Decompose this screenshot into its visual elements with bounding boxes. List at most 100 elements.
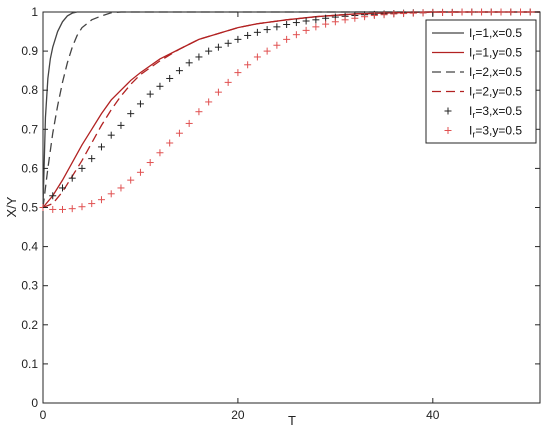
data-point — [156, 149, 164, 157]
legend-label-main: I — [469, 26, 472, 40]
legend-label: Ir=2,y=0.5 — [469, 85, 522, 101]
y-tick-label: 0.7 — [21, 122, 38, 136]
data-point — [224, 78, 232, 86]
data-point — [302, 26, 310, 34]
data-point — [292, 31, 300, 39]
legend-label-sub: r — [472, 91, 475, 101]
legend-label-rest: =2,y=0.5 — [475, 85, 522, 99]
data-point — [439, 8, 447, 16]
data-point — [448, 8, 456, 16]
data-point — [117, 184, 125, 192]
legend-label-main: I — [469, 65, 472, 79]
data-point — [205, 98, 213, 106]
legend-label-sub: r — [472, 52, 475, 62]
data-point — [136, 100, 144, 108]
legend-label: Ir=1,x=0.5 — [469, 26, 522, 42]
legend-label-sub: r — [472, 130, 475, 140]
data-point — [507, 8, 515, 16]
x-tick-label: 20 — [231, 408, 245, 422]
y-tick-label: 0.8 — [21, 83, 38, 97]
legend-item: Ir=1,y=0.5 — [432, 46, 522, 62]
data-point — [361, 13, 369, 21]
data-point — [214, 43, 222, 51]
data-point — [195, 108, 203, 116]
x-axis-title: T — [288, 413, 296, 428]
data-point — [253, 28, 261, 36]
data-point — [244, 31, 252, 39]
data-point — [370, 12, 378, 20]
data-point — [487, 8, 495, 16]
y-tick-label: 1 — [31, 5, 38, 19]
series-layer — [39, 8, 540, 213]
data-point — [166, 74, 174, 82]
data-point — [253, 53, 261, 61]
legend-label-sub: r — [472, 110, 475, 120]
data-point — [49, 205, 57, 213]
y-tick-label: 0.1 — [21, 357, 38, 371]
data-point — [68, 205, 76, 213]
data-point — [273, 41, 281, 49]
legend-marker — [444, 107, 452, 115]
data-point — [156, 82, 164, 90]
legend-item: Ir=3,y=0.5 — [444, 124, 522, 140]
data-point — [185, 119, 193, 127]
x-tick-label: 40 — [426, 408, 440, 422]
data-point — [263, 47, 271, 55]
x-tick-label: 0 — [40, 408, 47, 422]
data-point — [341, 16, 349, 24]
data-point — [526, 8, 534, 16]
legend-item: Ir=2,x=0.5 — [432, 65, 522, 81]
data-point — [88, 155, 96, 163]
y-tick-label: 0.3 — [21, 279, 38, 293]
data-point — [224, 39, 232, 47]
series-6-markers — [39, 8, 534, 213]
data-point — [127, 176, 135, 184]
data-point — [78, 164, 86, 172]
legend-label-rest: =3,x=0.5 — [475, 104, 522, 118]
data-point — [97, 143, 105, 151]
data-point — [312, 23, 320, 31]
data-point — [283, 35, 291, 43]
legend-label-sub: r — [472, 32, 475, 42]
data-point — [302, 17, 310, 25]
legend-item: Ir=2,y=0.5 — [432, 85, 522, 101]
legend-label-rest: =3,y=0.5 — [475, 124, 522, 138]
data-point — [273, 23, 281, 31]
y-tick-label: 0.9 — [21, 44, 38, 58]
data-point — [400, 10, 408, 18]
data-point — [292, 19, 300, 27]
data-point — [88, 200, 96, 208]
data-point — [68, 174, 76, 182]
legend-label-main: I — [469, 46, 472, 60]
legend-label-rest: =1,y=0.5 — [475, 46, 522, 60]
legend-label-main: I — [469, 104, 472, 118]
data-point — [283, 21, 291, 29]
data-point — [409, 9, 417, 17]
data-point — [458, 8, 466, 16]
data-point — [322, 14, 330, 22]
legend-label-main: I — [469, 85, 472, 99]
legend-label-main: I — [469, 124, 472, 138]
legend-item: Ir=3,x=0.5 — [444, 104, 522, 120]
series-1-line — [42, 11, 540, 208]
data-point — [497, 8, 505, 16]
legend-label-sub: r — [472, 71, 475, 81]
data-point — [312, 16, 320, 24]
data-point — [234, 35, 242, 43]
data-point — [107, 131, 115, 139]
data-point — [234, 69, 242, 77]
data-point — [380, 11, 388, 19]
y-tick-label: 0.2 — [21, 318, 38, 332]
data-point — [478, 8, 486, 16]
data-point — [136, 168, 144, 176]
y-tick-label: 0.6 — [21, 161, 38, 175]
data-point — [107, 190, 115, 198]
data-point — [58, 205, 66, 213]
legend-marker — [444, 127, 452, 134]
data-point — [517, 8, 525, 16]
data-point — [175, 129, 183, 137]
legend: Ir=1,x=0.5Ir=1,y=0.5Ir=2,x=0.5Ir=2,y=0.5… — [425, 19, 537, 144]
legend-label: Ir=3,y=0.5 — [469, 124, 522, 140]
data-point — [185, 59, 193, 67]
series-4-line — [42, 11, 540, 209]
